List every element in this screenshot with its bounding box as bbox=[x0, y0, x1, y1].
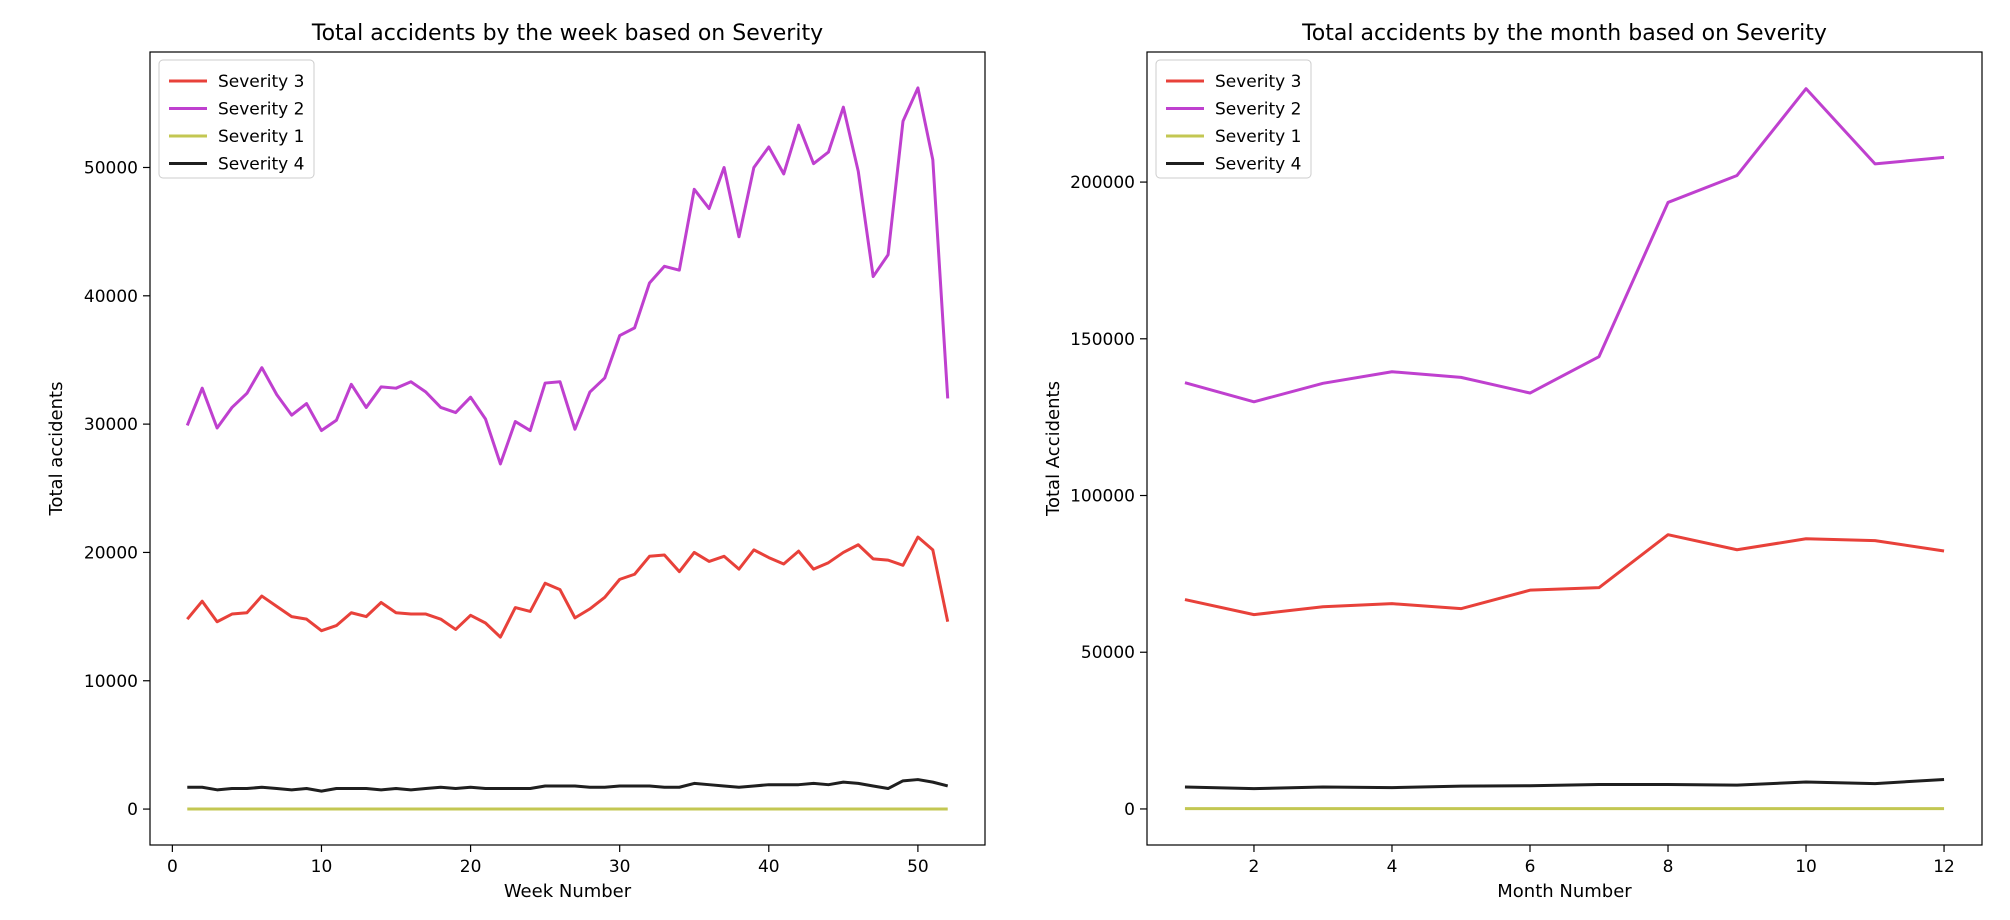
x-tick-label: 6 bbox=[1525, 857, 1536, 877]
y-tick-label: 50000 bbox=[84, 158, 138, 178]
y-axis-label: Total Accidents bbox=[1043, 381, 1064, 517]
series-line-severity-4 bbox=[187, 778, 949, 793]
plot-frame bbox=[149, 51, 986, 846]
x-tick-label: 10 bbox=[1795, 857, 1817, 877]
legend-label: Severity 1 bbox=[218, 127, 304, 147]
series-line-severity-2 bbox=[1184, 87, 1945, 404]
x-tick-label: 10 bbox=[311, 857, 333, 877]
y-tick-label: 20000 bbox=[84, 543, 138, 563]
legend-box bbox=[1155, 59, 1312, 179]
y-tick-label: 30000 bbox=[84, 415, 138, 435]
y-axis-label: Total accidents bbox=[46, 382, 67, 517]
series-line-severity-4 bbox=[1184, 777, 1945, 791]
x-tick-label: 12 bbox=[1933, 857, 1955, 877]
x-axis-label: Week Number bbox=[504, 881, 632, 902]
chart-title: Total accidents by the month based on Se… bbox=[1301, 21, 1827, 46]
chart-panel-1: Total accidents by the week based on Sev… bbox=[46, 21, 986, 902]
x-tick-label: 20 bbox=[460, 857, 482, 877]
legend: Severity 3 Severity 2 Severity 1 Severity 4 bbox=[1155, 59, 1312, 179]
legend-label: Severity 2 bbox=[1215, 100, 1301, 120]
x-tick-label: 30 bbox=[609, 857, 631, 877]
chart-panel-2: Total accidents by the month based on Se… bbox=[1043, 21, 1983, 902]
x-tick-label: 8 bbox=[1663, 857, 1674, 877]
y-tick-label: 150000 bbox=[1070, 330, 1135, 350]
chart-title: Total accidents by the week based on Sev… bbox=[311, 21, 823, 46]
legend-label: Severity 3 bbox=[218, 72, 304, 92]
legend-label: Severity 3 bbox=[1215, 72, 1301, 92]
y-tick-label: 10000 bbox=[84, 672, 138, 692]
legend-label: Severity 2 bbox=[218, 100, 304, 120]
legend-label: Severity 4 bbox=[1215, 155, 1301, 175]
y-tick-label: 100000 bbox=[1070, 487, 1135, 507]
y-tick-label: 0 bbox=[1124, 800, 1135, 820]
legend-label: Severity 4 bbox=[218, 155, 304, 175]
x-tick-label: 4 bbox=[1387, 857, 1398, 877]
y-tick-label: 50000 bbox=[1081, 643, 1135, 663]
series-line-severity-3 bbox=[1184, 533, 1945, 617]
x-axis-label: Month Number bbox=[1497, 881, 1632, 902]
series-line-severity-2 bbox=[185, 86, 950, 466]
x-tick-label: 0 bbox=[167, 857, 178, 877]
legend-label: Severity 1 bbox=[1215, 127, 1301, 147]
y-tick-label: 200000 bbox=[1070, 173, 1135, 193]
legend-box bbox=[158, 59, 315, 179]
plot-frame bbox=[1146, 51, 1983, 846]
y-tick-label: 40000 bbox=[84, 287, 138, 307]
x-tick-label: 50 bbox=[907, 857, 929, 877]
x-tick-label: 2 bbox=[1249, 857, 1260, 877]
series-line-severity-3 bbox=[186, 535, 950, 639]
legend: Severity 3 Severity 2 Severity 1 Severity 4 bbox=[158, 59, 315, 179]
x-tick-label: 40 bbox=[758, 857, 780, 877]
y-tick-label: 0 bbox=[127, 800, 138, 820]
